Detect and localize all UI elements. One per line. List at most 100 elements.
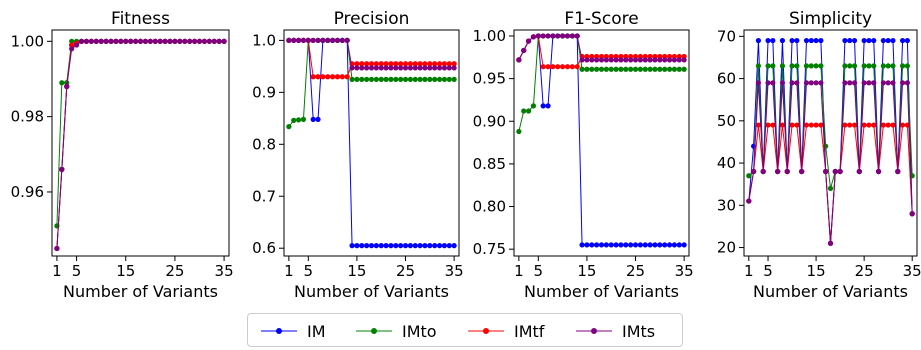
data-point-imts (550, 33, 556, 39)
axes-frame (513, 29, 690, 257)
data-point-im (847, 37, 853, 44)
data-point-imts (530, 34, 537, 40)
y-tick-label: 0.6 (252, 239, 276, 257)
data-point-imtf (555, 64, 561, 70)
data-point-im (681, 242, 687, 248)
data-point-im (398, 243, 404, 249)
data-point-imts (93, 38, 99, 44)
data-point-im (880, 37, 886, 44)
x-tick-label: 35 (675, 262, 694, 280)
data-point-imts (895, 168, 901, 175)
data-point-imtf (851, 122, 858, 128)
data-point-imtf (436, 61, 443, 67)
data-point-imts (681, 57, 687, 63)
data-point-imts (191, 38, 198, 44)
data-point-im (904, 37, 910, 44)
legend-marker-imts (576, 328, 612, 334)
data-point-imts (368, 65, 375, 71)
series-line-imto (288, 39, 455, 127)
data-point-imto (432, 76, 438, 82)
subplot-f1-score: F1-Score 1 5 15 25 35 0.75 0.80 0.85 0.90 0.95 1.00… (473, 9, 694, 301)
data-point-im (866, 37, 872, 44)
data-point-im (417, 243, 423, 249)
data-point-imts (383, 65, 389, 71)
data-point-imto (441, 76, 448, 82)
data-point-imto (628, 66, 634, 72)
data-point-im (407, 243, 413, 249)
x-tick-label: 1 (52, 262, 62, 280)
data-point-imto (368, 76, 375, 82)
data-point-imts (88, 38, 94, 44)
data-point-imto (657, 66, 663, 72)
legend-label-im: IM (307, 321, 326, 341)
x-tick-label: 35 (445, 262, 464, 280)
data-point-imts (378, 65, 384, 71)
x-axis-label: Number of Variants (63, 282, 218, 301)
data-point-imts (407, 65, 413, 71)
axes-frame (51, 29, 230, 257)
data-point-imts (98, 38, 104, 44)
data-point-imts (152, 38, 158, 44)
data-point-im (861, 37, 867, 44)
data-point-im (310, 116, 316, 122)
subplot-fitness: Fitness 1 5 15 25 35 0.96 0.98 1.00 Number of Var… (11, 9, 234, 301)
data-point-imts (187, 38, 193, 44)
data-point-imto (618, 66, 624, 72)
data-point-imts (899, 80, 906, 86)
data-point-imts (642, 57, 648, 63)
data-point-im (789, 37, 795, 44)
y-tick-label: 0.90 (473, 112, 506, 130)
data-point-imtf (402, 61, 409, 67)
data-point-im (603, 242, 609, 248)
data-point-imts (295, 37, 302, 43)
data-point-imtf (359, 61, 365, 67)
data-point-imto (373, 76, 379, 82)
data-point-imts (123, 38, 129, 44)
data-point-imts (827, 240, 834, 246)
series-line-imtf (288, 39, 455, 78)
data-point-imts (147, 38, 153, 44)
data-point-imto (398, 76, 404, 82)
data-point-imto (671, 66, 678, 72)
data-point-imtf (818, 122, 824, 128)
data-point-imts (803, 80, 810, 86)
data-point-imts (310, 37, 316, 43)
data-point-im (671, 242, 678, 248)
data-point-imts (162, 38, 168, 44)
data-point-im (598, 242, 605, 248)
data-point-im (402, 243, 409, 249)
data-point-imts (837, 168, 843, 175)
data-point-imts (560, 33, 566, 39)
data-point-imts (108, 38, 114, 44)
x-tick-label: 15 (347, 262, 366, 280)
x-axis-label: Number of Variants (294, 282, 449, 301)
data-point-imto (632, 66, 639, 72)
data-point-imto (681, 66, 687, 72)
data-point-imto (436, 76, 443, 82)
data-point-im (642, 242, 648, 248)
data-point-imto (851, 63, 858, 69)
data-point-imto (842, 63, 848, 69)
data-point-imts (623, 57, 629, 63)
x-tick-label: 1 (284, 262, 294, 280)
data-point-im (808, 37, 814, 44)
data-point-imtf (861, 122, 867, 128)
data-point-im (803, 37, 810, 44)
data-point-imto (516, 128, 522, 135)
series-line-imtf (56, 40, 225, 249)
data-point-imto (579, 66, 585, 72)
data-point-imtf (770, 122, 776, 128)
data-point-imts (432, 65, 438, 71)
y-tick-label: 0.80 (473, 198, 506, 216)
data-point-im (441, 243, 448, 249)
data-point-imts (182, 38, 188, 44)
data-point-im (359, 243, 365, 249)
x-tick-label: 5 (534, 262, 544, 280)
data-point-imts (167, 38, 173, 44)
data-point-imts (69, 46, 75, 52)
data-point-imto (69, 38, 75, 44)
data-point-imto (521, 108, 527, 114)
data-point-imts (398, 65, 404, 71)
data-point-im (657, 242, 663, 248)
data-point-imto (637, 66, 643, 72)
